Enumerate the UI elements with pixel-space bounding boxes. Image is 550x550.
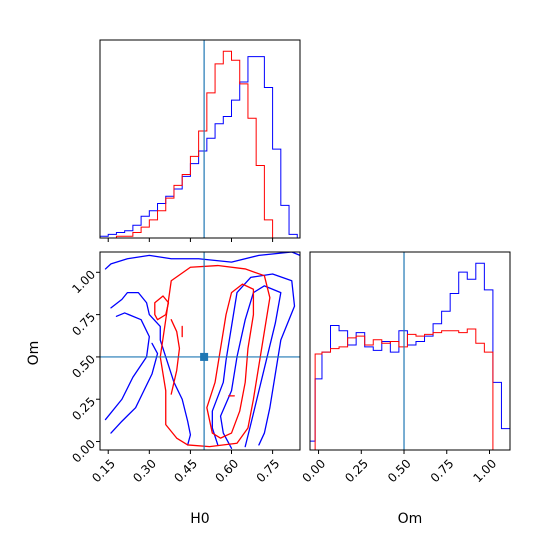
contour-red-8 [154, 295, 170, 321]
contour-red-7 [206, 283, 255, 439]
hist-h0-series-red [100, 50, 298, 238]
y-axis-label-om: Om [26, 341, 42, 366]
contour-blue-3 [110, 342, 159, 434]
contour-blue-0 [104, 252, 300, 270]
hist-h0-frame [99, 39, 301, 239]
x-axis-label-h0: H0 [190, 511, 209, 527]
hist-om-frame [309, 251, 511, 451]
contour-plot-area [100, 252, 300, 450]
contour-blue-4 [211, 273, 296, 446]
contour-frame [99, 251, 301, 451]
contour-blue-1 [110, 291, 192, 446]
x-axis-label-om: Om [398, 511, 423, 527]
hist-om-plot-area [310, 252, 510, 450]
hist-h0-series-blue [100, 56, 298, 238]
contour-blue-2 [104, 312, 150, 421]
hist-h0-plot-area [100, 40, 298, 238]
contour-truth-marker [200, 352, 209, 361]
hist-om-series-red [310, 328, 510, 450]
hist-h0-panel [99, 39, 301, 242]
contour-blue-5 [219, 285, 282, 449]
hist-h0-ticks [107, 238, 274, 242]
contour-red-9 [170, 319, 181, 395]
contour-panel: 0.15 0.30 0.45 0.60 0.75 0.000.250.500.751.0… [26, 251, 301, 527]
